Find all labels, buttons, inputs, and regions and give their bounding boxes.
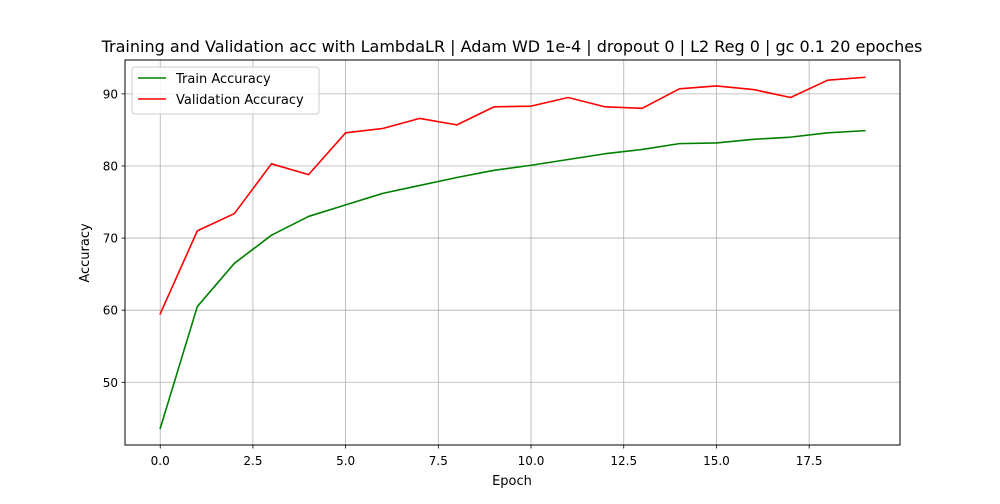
y-axis-label: Accuracy bbox=[78, 223, 93, 283]
y-axis-ticks: 50 60 70 80 90 bbox=[103, 87, 125, 390]
y-tick-label: 70 bbox=[103, 232, 118, 246]
train-accuracy-line bbox=[159, 129, 866, 430]
legend: Train Accuracy Validation Accuracy bbox=[131, 66, 320, 115]
x-tick-label: 7.5 bbox=[429, 454, 448, 468]
legend-label-train: Train Accuracy bbox=[175, 72, 271, 87]
validation-accuracy-line bbox=[159, 76, 866, 315]
x-tick-label: 10.0 bbox=[518, 454, 545, 468]
plot-frame bbox=[124, 59, 901, 446]
x-axis-ticks: 0.0 2.5 5.0 7.5 10.0 12.5 15.0 17.5 bbox=[151, 445, 823, 468]
y-tick-label: 50 bbox=[103, 376, 118, 390]
x-tick-label: 2.5 bbox=[243, 454, 262, 468]
y-tick-label: 90 bbox=[103, 87, 118, 101]
series-lines bbox=[159, 76, 866, 430]
legend-label-validation: Validation Accuracy bbox=[176, 93, 304, 108]
x-tick-label: 5.0 bbox=[336, 454, 355, 468]
y-tick-label: 60 bbox=[103, 304, 118, 318]
chart-title: Training and Validation acc with LambdaL… bbox=[101, 37, 923, 56]
x-axis-label: Epoch bbox=[492, 474, 532, 489]
x-tick-label: 17.5 bbox=[796, 454, 823, 468]
x-tick-label: 12.5 bbox=[610, 454, 637, 468]
x-tick-label: 15.0 bbox=[703, 454, 730, 468]
grid bbox=[125, 60, 900, 445]
x-tick-label: 0.0 bbox=[151, 454, 170, 468]
y-tick-label: 80 bbox=[103, 159, 118, 173]
legend-box bbox=[131, 66, 320, 115]
